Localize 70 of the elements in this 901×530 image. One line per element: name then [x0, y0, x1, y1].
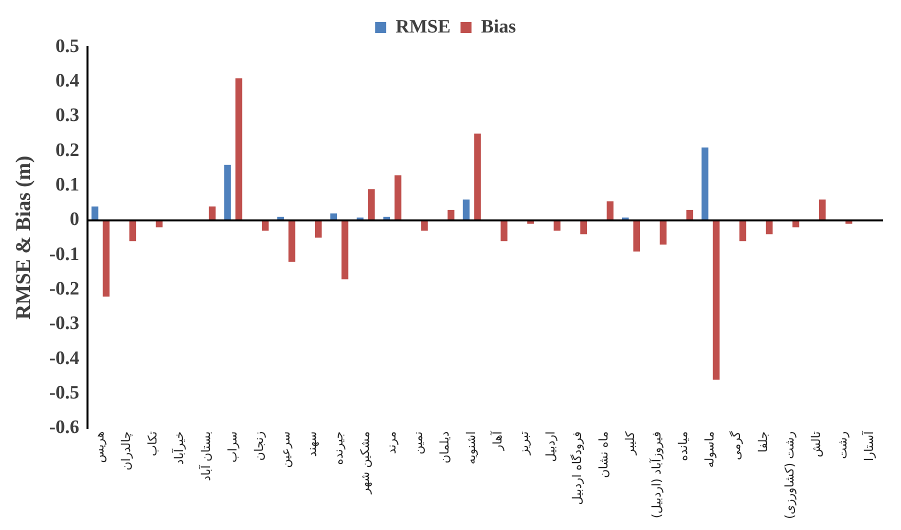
- bar: [448, 210, 454, 220]
- bar: [314, 220, 322, 238]
- x-tick-label: اردبیل: [544, 431, 558, 462]
- bar: [224, 164, 231, 220]
- bar: [288, 220, 296, 262]
- x-tick-label: فیروزآباد (اردبیل): [648, 431, 664, 518]
- y-tick-label: -0.5: [49, 382, 80, 404]
- y-axis-title: RMSE & Bias (m): [11, 156, 36, 320]
- x-tick-label: سرعین: [278, 431, 292, 468]
- x-tick-label: آستارا: [860, 430, 876, 462]
- bar: [394, 175, 402, 220]
- y-tick-label: 0.5: [56, 36, 80, 57]
- x-tick-label: سهند: [304, 431, 319, 457]
- x-tick-label: هریس: [92, 431, 107, 463]
- bar: [92, 206, 98, 220]
- x-tick-label: مرند: [384, 431, 398, 454]
- bar: [500, 220, 508, 242]
- x-tick-label: چالدران: [119, 431, 134, 470]
- y-tick-label: 0.2: [56, 140, 80, 161]
- bar: [421, 220, 428, 231]
- x-tick-label: اشنویه: [464, 431, 478, 464]
- bar: [633, 220, 640, 252]
- bar: [342, 220, 348, 280]
- y-tick-label: -0.4: [49, 348, 80, 369]
- x-tick-label: فرودگاه اردبیل: [570, 431, 584, 505]
- legend-label: Bias: [481, 16, 516, 38]
- x-tick-label: جلفا: [756, 431, 770, 452]
- bar: [462, 200, 470, 220]
- x-tick-label: گرمی: [729, 431, 744, 460]
- x-tick-label: تکاب: [146, 431, 160, 456]
- bar: [368, 189, 375, 220]
- x-tick-label: بستان آباد: [198, 431, 213, 481]
- x-tick-label: تالش: [808, 431, 823, 458]
- x-tick-label: نمین: [410, 431, 425, 454]
- bar: [702, 148, 708, 220]
- bar: [129, 220, 136, 242]
- bar: [580, 220, 587, 234]
- y-tick-label: 0: [70, 209, 80, 230]
- bar: [818, 200, 826, 220]
- x-tick-label: ماه نشان: [596, 431, 611, 478]
- bar: [102, 220, 110, 297]
- x-tick-label: جیرنده: [331, 431, 346, 465]
- x-tick-label: سراب: [225, 431, 240, 463]
- x-tick-label: زنجان: [252, 431, 266, 461]
- legend-label: RMSE: [396, 16, 451, 38]
- x-tick-label: کلیبر: [623, 431, 638, 456]
- y-tick-label: -0.6: [49, 417, 80, 438]
- y-tick-label: -0.2: [49, 278, 80, 300]
- bar: [554, 220, 560, 231]
- bar: [235, 78, 242, 220]
- x-tick-label: رشت: [835, 431, 850, 459]
- x-tick-label: تبریز: [517, 431, 532, 456]
- x-tick-label: آهار: [490, 430, 505, 452]
- y-tick-label: 0.4: [56, 70, 80, 92]
- bar: [474, 134, 481, 220]
- bar: [660, 220, 667, 245]
- bar: [208, 206, 216, 220]
- x-tick-label: ماسوله: [702, 431, 717, 468]
- bar: [606, 201, 614, 220]
- x-tick-label: میانده: [676, 431, 690, 461]
- y-tick-label: 0.3: [56, 105, 80, 126]
- bar: [739, 220, 746, 242]
- x-tick-label: خیرآباد: [171, 431, 186, 465]
- y-tick-label: -0.1: [49, 244, 80, 265]
- x-tick-label: رشت (کشاورزی): [782, 431, 796, 520]
- x-tick-label: مشکین شهر: [358, 431, 372, 495]
- y-tick-label: -0.3: [49, 313, 80, 334]
- y-tick-label: 0.1: [56, 174, 80, 196]
- bar: [712, 220, 720, 380]
- x-tick-label: دیلمان: [437, 431, 452, 464]
